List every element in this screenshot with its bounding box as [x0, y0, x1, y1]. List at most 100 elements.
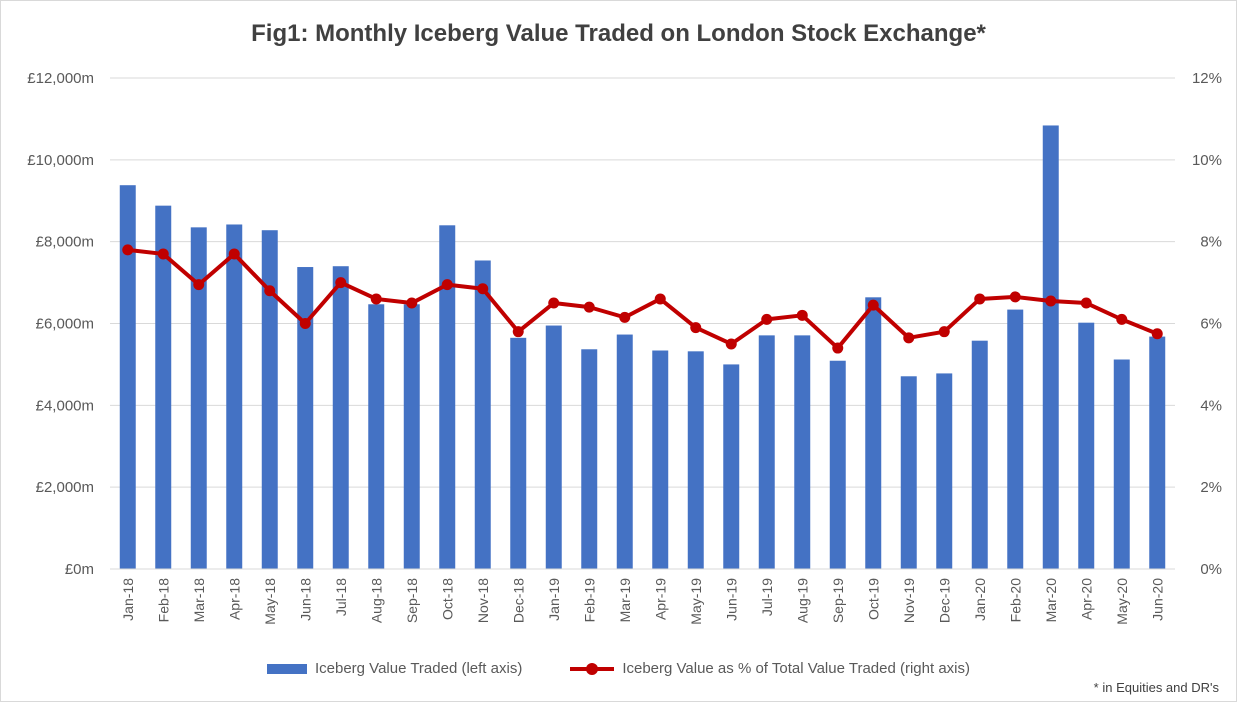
- x-tick-label: Sep-18: [404, 578, 420, 623]
- bar: [1113, 359, 1130, 569]
- right-axis: 0% 2% 4% 6% 8% 10% 12%: [1192, 70, 1222, 578]
- line-point: [761, 313, 773, 325]
- x-tick-label: Mar-18: [191, 578, 207, 623]
- x-tick-label: Jul-19: [759, 578, 775, 616]
- x-tick-label: Jan-19: [546, 578, 562, 621]
- bar: [900, 376, 917, 569]
- bar: [794, 335, 811, 569]
- bar: [687, 351, 704, 569]
- bar: [297, 267, 314, 569]
- footnote: * in Equities and DR's: [1093, 680, 1219, 695]
- bar: [829, 360, 846, 569]
- line-point: [867, 299, 879, 311]
- bar: [474, 260, 491, 569]
- bar: [971, 340, 988, 569]
- chart-title: Fig1: Monthly Iceberg Value Traded on Lo…: [251, 20, 986, 47]
- line-point: [299, 318, 311, 329]
- left-tick-label: £6,000m: [36, 316, 94, 333]
- bar: [261, 230, 278, 569]
- left-tick-label: £8,000m: [36, 234, 94, 251]
- line-point: [903, 332, 915, 344]
- bar: [865, 297, 882, 569]
- line-point: [619, 311, 631, 323]
- x-tick-label: Jun-19: [723, 578, 739, 621]
- left-axis: £0m £2,000m £4,000m £6,000m £8,000m £10,000m £…: [27, 70, 94, 578]
- legend-swatch-line: [570, 662, 615, 675]
- line-point: [512, 326, 524, 338]
- line-point: [974, 293, 986, 305]
- bar: [581, 349, 598, 569]
- bar: [616, 334, 633, 569]
- bar: [226, 224, 243, 569]
- line-point: [193, 279, 205, 291]
- line-point: [654, 293, 666, 305]
- line-point: [938, 326, 950, 338]
- x-tick-label: Mar-19: [617, 578, 633, 623]
- bar: [190, 227, 207, 570]
- x-tick-label: Feb-19: [581, 578, 597, 623]
- line-point: [796, 309, 808, 321]
- line-point: [157, 248, 169, 260]
- line-point: [122, 244, 134, 256]
- left-tick-label: £0m: [65, 561, 94, 578]
- line-point: [1009, 291, 1021, 303]
- line-point: [832, 342, 844, 354]
- bar-series: [119, 125, 1166, 570]
- bar: [368, 304, 385, 569]
- legend-swatch-bar: [266, 663, 307, 674]
- x-tick-label: Apr-20: [1078, 578, 1094, 620]
- left-tick-label: £12,000m: [27, 70, 94, 87]
- x-tick-label: Feb-20: [1007, 578, 1023, 623]
- line-point: [1080, 297, 1092, 309]
- x-tick-label: May-20: [1114, 578, 1130, 625]
- right-tick-label: 2%: [1200, 479, 1222, 496]
- right-tick-label: 6%: [1200, 316, 1222, 333]
- x-tick-label: Jul-18: [333, 578, 349, 616]
- x-tick-label: Oct-18: [439, 578, 455, 620]
- x-tick-label: Dec-18: [510, 578, 526, 623]
- legend-item-line: Iceberg Value as % of Total Value Traded…: [570, 660, 970, 677]
- line-point: [228, 248, 240, 260]
- x-tick-label: Nov-19: [901, 578, 917, 623]
- line-point: [370, 293, 382, 305]
- x-axis: Jan-18 Feb-18 Mar-18 Apr-18 May-18 Jun-18 Jul-…: [110, 568, 1175, 625]
- right-tick-label: 4%: [1200, 397, 1222, 414]
- right-tick-label: 8%: [1200, 234, 1222, 251]
- bar: [119, 185, 136, 569]
- x-tick-label: Dec-19: [936, 578, 952, 623]
- bar: [332, 266, 349, 569]
- gridlines: [110, 77, 1175, 488]
- x-tick-label: Jan-20: [972, 578, 988, 621]
- bar: [652, 350, 669, 569]
- legend-label-line: Iceberg Value as % of Total Value Traded…: [622, 660, 971, 677]
- x-tick-label: Feb-18: [155, 578, 171, 623]
- line-point: [690, 322, 702, 334]
- line-point: [548, 297, 560, 309]
- x-tick-label: Oct-19: [865, 578, 881, 620]
- bar: [723, 364, 740, 569]
- bar: [403, 304, 420, 569]
- x-tick-label: Apr-19: [652, 578, 668, 620]
- bar: [1007, 309, 1024, 569]
- bar: [1149, 336, 1166, 569]
- legend-item-bar: Iceberg Value Traded (left axis): [266, 660, 522, 677]
- x-tick-label: Aug-19: [794, 578, 810, 623]
- x-tick-label: Apr-18: [226, 578, 242, 620]
- x-tick-label: Aug-18: [368, 578, 384, 623]
- x-tick-label: May-18: [262, 578, 278, 625]
- bar: [758, 335, 775, 569]
- right-tick-label: 0%: [1200, 561, 1222, 578]
- line-point: [1151, 328, 1163, 340]
- left-tick-label: £2,000m: [36, 479, 94, 496]
- x-tick-label: Nov-18: [475, 578, 491, 623]
- bar: [439, 225, 456, 570]
- line-point: [1116, 313, 1128, 325]
- x-tick-label: Sep-19: [830, 578, 846, 623]
- line-point: [264, 285, 276, 297]
- bar: [1078, 322, 1095, 569]
- line-point: [583, 301, 595, 313]
- line-point: [725, 338, 737, 350]
- legend: Iceberg Value Traded (left axis) Iceberg…: [0, 660, 1237, 677]
- x-tick-label: Jun-20: [1149, 578, 1165, 621]
- bar: [936, 373, 953, 569]
